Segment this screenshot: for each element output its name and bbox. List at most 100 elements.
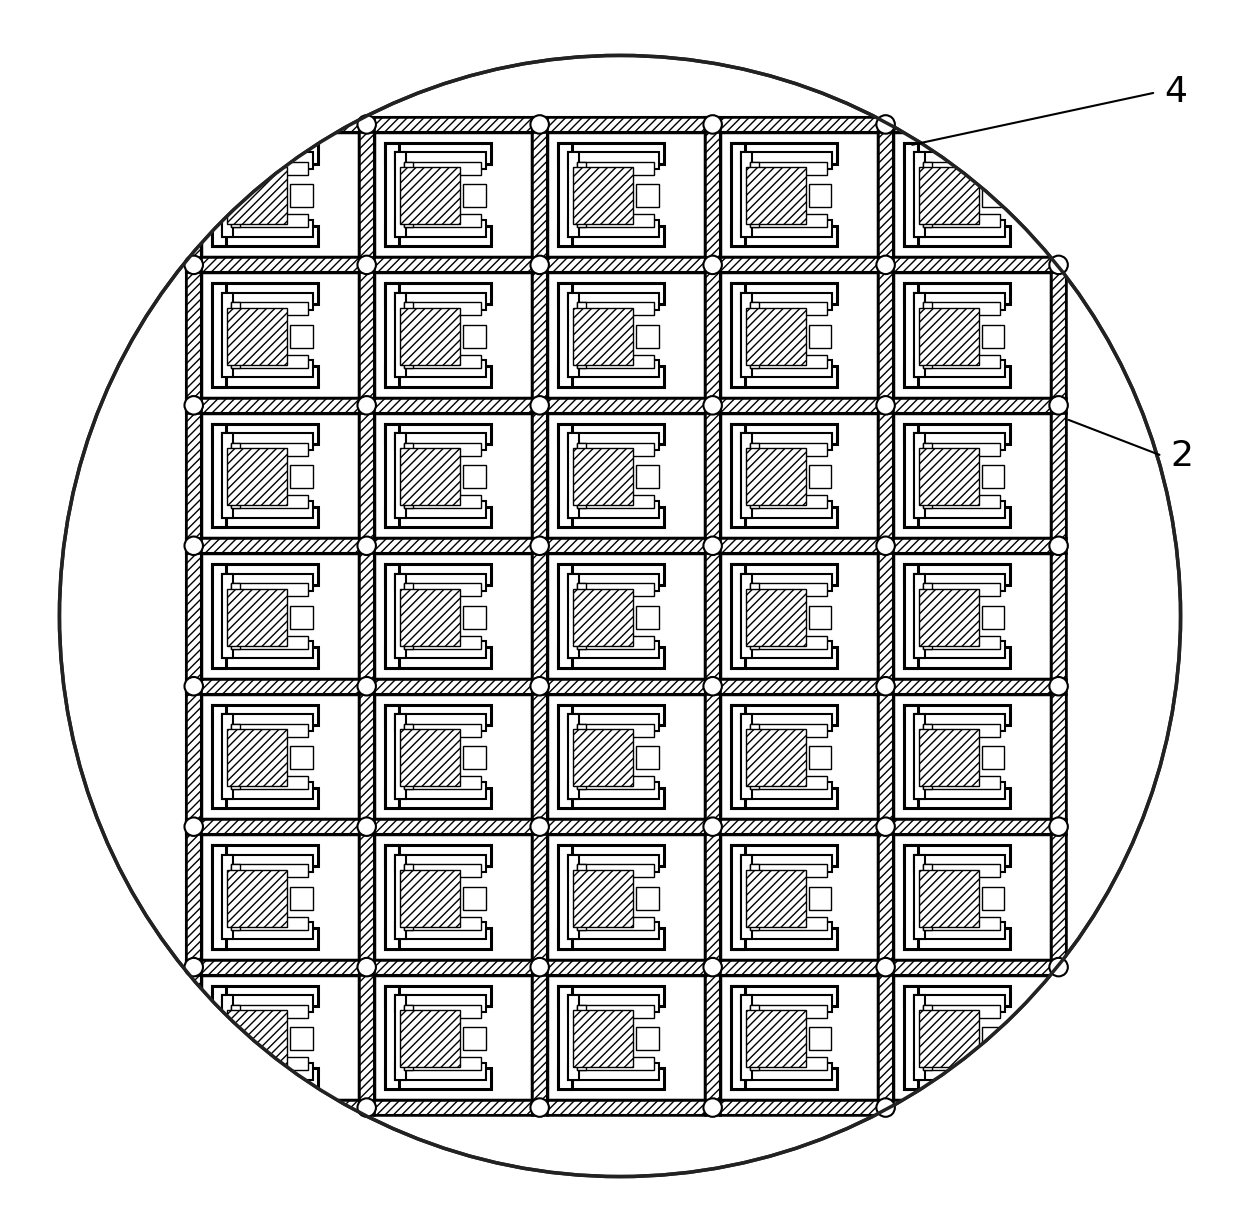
Bar [904, 225, 1011, 246]
Bar [231, 583, 308, 596]
Bar [212, 647, 319, 668]
Bar [893, 975, 1052, 1100]
Bar [404, 1057, 481, 1071]
Bar [914, 293, 925, 377]
Bar [577, 1057, 653, 1071]
Circle shape [703, 1099, 722, 1116]
Bar [231, 302, 239, 368]
Bar [914, 995, 1004, 1011]
Circle shape [703, 958, 722, 976]
Circle shape [357, 958, 376, 976]
Bar [914, 501, 1004, 517]
Bar [558, 1068, 665, 1089]
Bar [374, 413, 532, 538]
Bar [231, 495, 308, 509]
Bar [923, 723, 999, 737]
Bar [201, 272, 360, 398]
Bar [394, 153, 486, 169]
Bar [720, 272, 878, 398]
Bar [222, 715, 312, 731]
Bar [914, 221, 1004, 237]
Bar [740, 574, 751, 658]
Bar [982, 606, 1004, 628]
Bar [360, 117, 374, 1115]
Bar [577, 442, 585, 509]
Bar [394, 1063, 486, 1079]
Bar [394, 995, 486, 1011]
Circle shape [185, 818, 203, 835]
Bar [732, 845, 744, 949]
Bar [558, 787, 665, 808]
Bar [547, 413, 706, 538]
Bar [740, 434, 751, 517]
Bar [558, 845, 572, 949]
Bar [386, 845, 398, 949]
Bar [374, 272, 532, 398]
Bar [808, 466, 832, 488]
Bar [212, 424, 226, 527]
Bar [568, 501, 658, 517]
Bar [732, 143, 744, 246]
Circle shape [877, 255, 895, 274]
Bar [732, 564, 837, 585]
Bar [740, 434, 832, 450]
Bar [636, 185, 658, 207]
Bar [904, 143, 1011, 164]
Bar [750, 583, 759, 649]
Bar [577, 355, 653, 368]
Circle shape [877, 115, 895, 133]
Bar [740, 153, 832, 169]
Bar [212, 986, 319, 1007]
Bar [394, 642, 486, 658]
Bar [222, 153, 312, 169]
Bar [568, 995, 658, 1011]
Bar [982, 185, 1004, 207]
Bar [923, 583, 931, 649]
Bar [404, 302, 481, 315]
Bar [904, 986, 918, 1089]
Bar [222, 855, 312, 871]
Bar [374, 834, 532, 960]
Bar [394, 782, 486, 798]
Bar [222, 501, 312, 517]
Bar [982, 466, 1004, 488]
Bar [374, 132, 532, 257]
Bar [746, 729, 806, 786]
Bar [904, 283, 918, 387]
Bar [904, 143, 918, 246]
Bar [923, 723, 931, 790]
Bar [222, 923, 312, 939]
Bar [558, 143, 665, 164]
Bar [463, 185, 486, 207]
Bar [231, 355, 308, 368]
Bar [212, 366, 319, 387]
Bar [404, 917, 481, 930]
Bar [558, 506, 665, 527]
Bar [573, 448, 634, 505]
Bar [186, 398, 1066, 413]
Bar [558, 564, 572, 668]
Bar [386, 986, 398, 1089]
Circle shape [185, 536, 203, 554]
Bar [914, 434, 925, 517]
Bar [914, 855, 1004, 871]
Bar [394, 434, 405, 517]
Bar [386, 705, 491, 726]
Bar [568, 715, 658, 731]
Circle shape [185, 255, 203, 274]
Bar [577, 583, 653, 596]
Bar [558, 986, 665, 1007]
Circle shape [1049, 818, 1068, 835]
Bar [401, 729, 460, 786]
Bar [914, 293, 1004, 309]
Circle shape [357, 115, 376, 133]
Bar [740, 715, 751, 798]
Circle shape [531, 115, 549, 133]
Bar [558, 424, 572, 527]
Bar [463, 325, 486, 347]
Bar [231, 723, 239, 790]
Bar [568, 855, 658, 871]
Bar [568, 642, 658, 658]
Bar [577, 1004, 585, 1071]
Bar [732, 424, 837, 445]
